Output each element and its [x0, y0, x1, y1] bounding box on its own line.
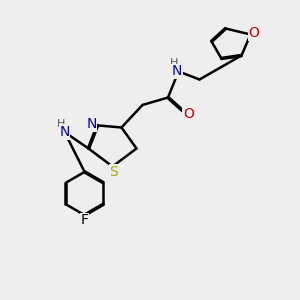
Text: N: N — [86, 117, 97, 131]
Text: N: N — [172, 64, 182, 78]
Text: F: F — [81, 213, 88, 227]
Text: O: O — [249, 26, 260, 40]
Text: N: N — [59, 125, 70, 139]
Text: H: H — [57, 118, 65, 129]
Text: O: O — [183, 107, 194, 121]
Text: H: H — [170, 58, 178, 68]
Text: S: S — [110, 165, 118, 179]
